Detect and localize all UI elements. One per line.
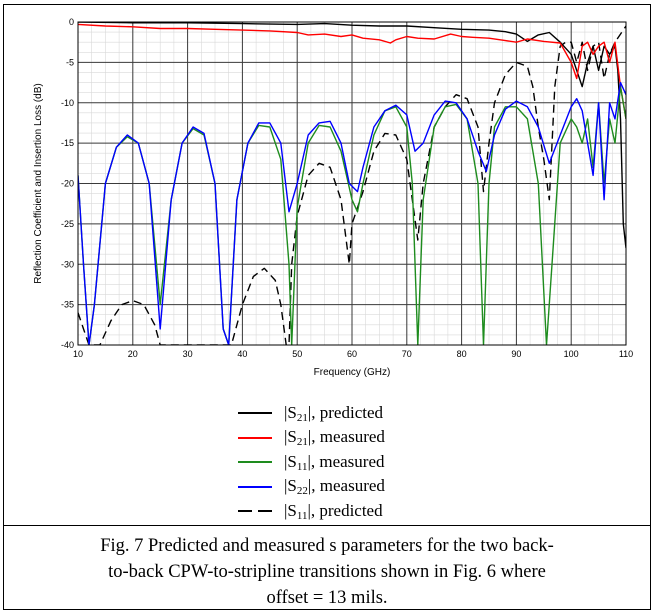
legend-item: |S11|, measured: [238, 450, 498, 475]
y-tick-label: 0: [69, 17, 74, 27]
legend-label: |S11|, measured: [284, 451, 385, 473]
legend-swatch: [238, 412, 272, 415]
x-tick-label: 80: [457, 349, 467, 359]
x-tick-label: 10: [73, 349, 83, 359]
y-tick-label: -25: [61, 219, 74, 229]
x-tick-label: 90: [511, 349, 521, 359]
y-tick-label: -20: [61, 179, 74, 189]
legend-item: |S21|, measured: [238, 426, 498, 451]
caption-line: to-back CPW-to-stripline transitions sho…: [108, 562, 546, 582]
legend-label: |S21|, measured: [284, 427, 385, 449]
legend-swatch: [238, 510, 272, 513]
y-tick-label: -15: [61, 138, 74, 148]
series-line: [78, 23, 626, 120]
y-tick-label: -30: [61, 259, 74, 269]
figure-frame: [3, 4, 651, 610]
y-tick-label: -5: [66, 57, 74, 67]
y-tick-label: -40: [61, 340, 74, 350]
legend-item: |S11|, predicted: [238, 499, 498, 524]
chart-ticks: 10 20 30 40 50 60 70 80 90 100 110 0 -5 -10 -15 -20 -25 -…: [61, 17, 633, 359]
legend-label: |S11|, predicted: [284, 500, 383, 522]
y-tick-label: -10: [61, 98, 74, 108]
y-tick-label: -35: [61, 300, 74, 310]
x-axis-label: Frequency (GHz): [314, 367, 391, 378]
series-line: [78, 81, 626, 345]
x-tick-label: 40: [237, 349, 247, 359]
x-tick-label: 20: [128, 349, 138, 359]
series-line: [78, 22, 626, 249]
figure-caption: Fig. 7 Predicted and measured s paramete…: [3, 525, 651, 610]
caption-line: offset = 13 mils.: [266, 588, 388, 608]
chart-series: [78, 22, 626, 345]
chart-grid: [77, 21, 627, 346]
x-tick-label: 30: [183, 349, 193, 359]
legend-label: |S22|, measured: [284, 476, 385, 498]
y-axis-label: Reflection Coefficient and Insertion Los…: [33, 83, 44, 283]
x-tick-label: 110: [619, 349, 633, 359]
s-parameter-chart: 10 20 30 40 50 60 70 80 90 100 110 0 -5 -10 -15 -20 -25 -…: [33, 17, 633, 378]
legend-label: |S21|, predicted: [284, 402, 384, 424]
legend-swatch: [238, 461, 272, 464]
chart-legend: |S21|, predicted |S21|, measured |S11|, …: [238, 401, 498, 524]
caption-line: Fig. 7 Predicted and measured s paramete…: [100, 536, 554, 556]
x-tick-label: 50: [292, 349, 302, 359]
legend-item: |S21|, predicted: [238, 401, 498, 426]
x-tick-label: 100: [564, 349, 579, 359]
plot-border: [77, 21, 627, 346]
legend-swatch: [238, 485, 272, 488]
x-tick-label: 70: [402, 349, 412, 359]
legend-swatch: [238, 436, 272, 439]
legend-item: |S22|, measured: [238, 475, 498, 500]
x-tick-label: 60: [347, 349, 357, 359]
